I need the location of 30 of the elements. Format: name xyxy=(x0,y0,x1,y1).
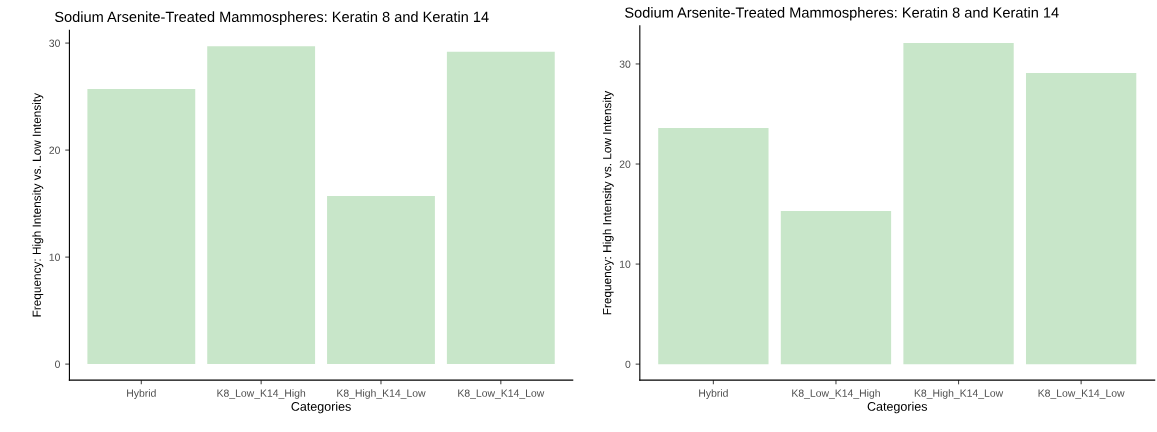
chart-title: Sodium Arsenite-Treated Mammospheres: Keratin 8 and Keratin 14 xyxy=(54,11,489,25)
bar xyxy=(87,89,196,365)
y-tick-label: 10 xyxy=(49,253,60,261)
bar xyxy=(1025,72,1137,365)
y-tick-label: 20 xyxy=(49,146,60,154)
y-tick-label: 20 xyxy=(619,160,631,168)
bar xyxy=(780,211,892,365)
x-tick-label: Hybrid xyxy=(699,389,728,399)
bar xyxy=(327,196,435,365)
y-axis-title: Frequency: High Intensity vs. Low Intensity xyxy=(32,93,44,317)
x-tick-label: K8_Low_K14_High xyxy=(792,389,880,399)
bar xyxy=(207,46,316,365)
x-tick-label: K8_Low_K14_Low xyxy=(458,389,545,399)
chart-title: Sodium Arsenite-Treated Mammospheres: Keratin 8 and Keratin 14 xyxy=(625,7,1059,21)
y-tick-label: 30 xyxy=(619,60,631,68)
x-tick-label: K8_High_K14_Low xyxy=(337,389,426,399)
x-tick-label: K8_High_K14_Low xyxy=(914,389,1004,399)
x-tick-label: K8_Low_K14_High xyxy=(217,389,306,399)
y-tick-label: 10 xyxy=(620,260,631,268)
y-tick-label: 0 xyxy=(625,360,631,369)
y-axis-title: Frequency: High Intensity vs. Low Intensity xyxy=(602,90,614,315)
x-tick-label: Hybrid xyxy=(127,389,156,399)
x-tick-label: K8_Low_K14_Low xyxy=(1038,389,1125,399)
bar xyxy=(446,51,555,365)
x-axis-title: Categories xyxy=(867,401,928,414)
bar xyxy=(903,42,1014,365)
x-axis-title: Categories xyxy=(291,401,351,414)
bar xyxy=(658,127,769,365)
y-tick-label: 0 xyxy=(55,360,60,368)
y-tick-label: 30 xyxy=(49,39,60,47)
